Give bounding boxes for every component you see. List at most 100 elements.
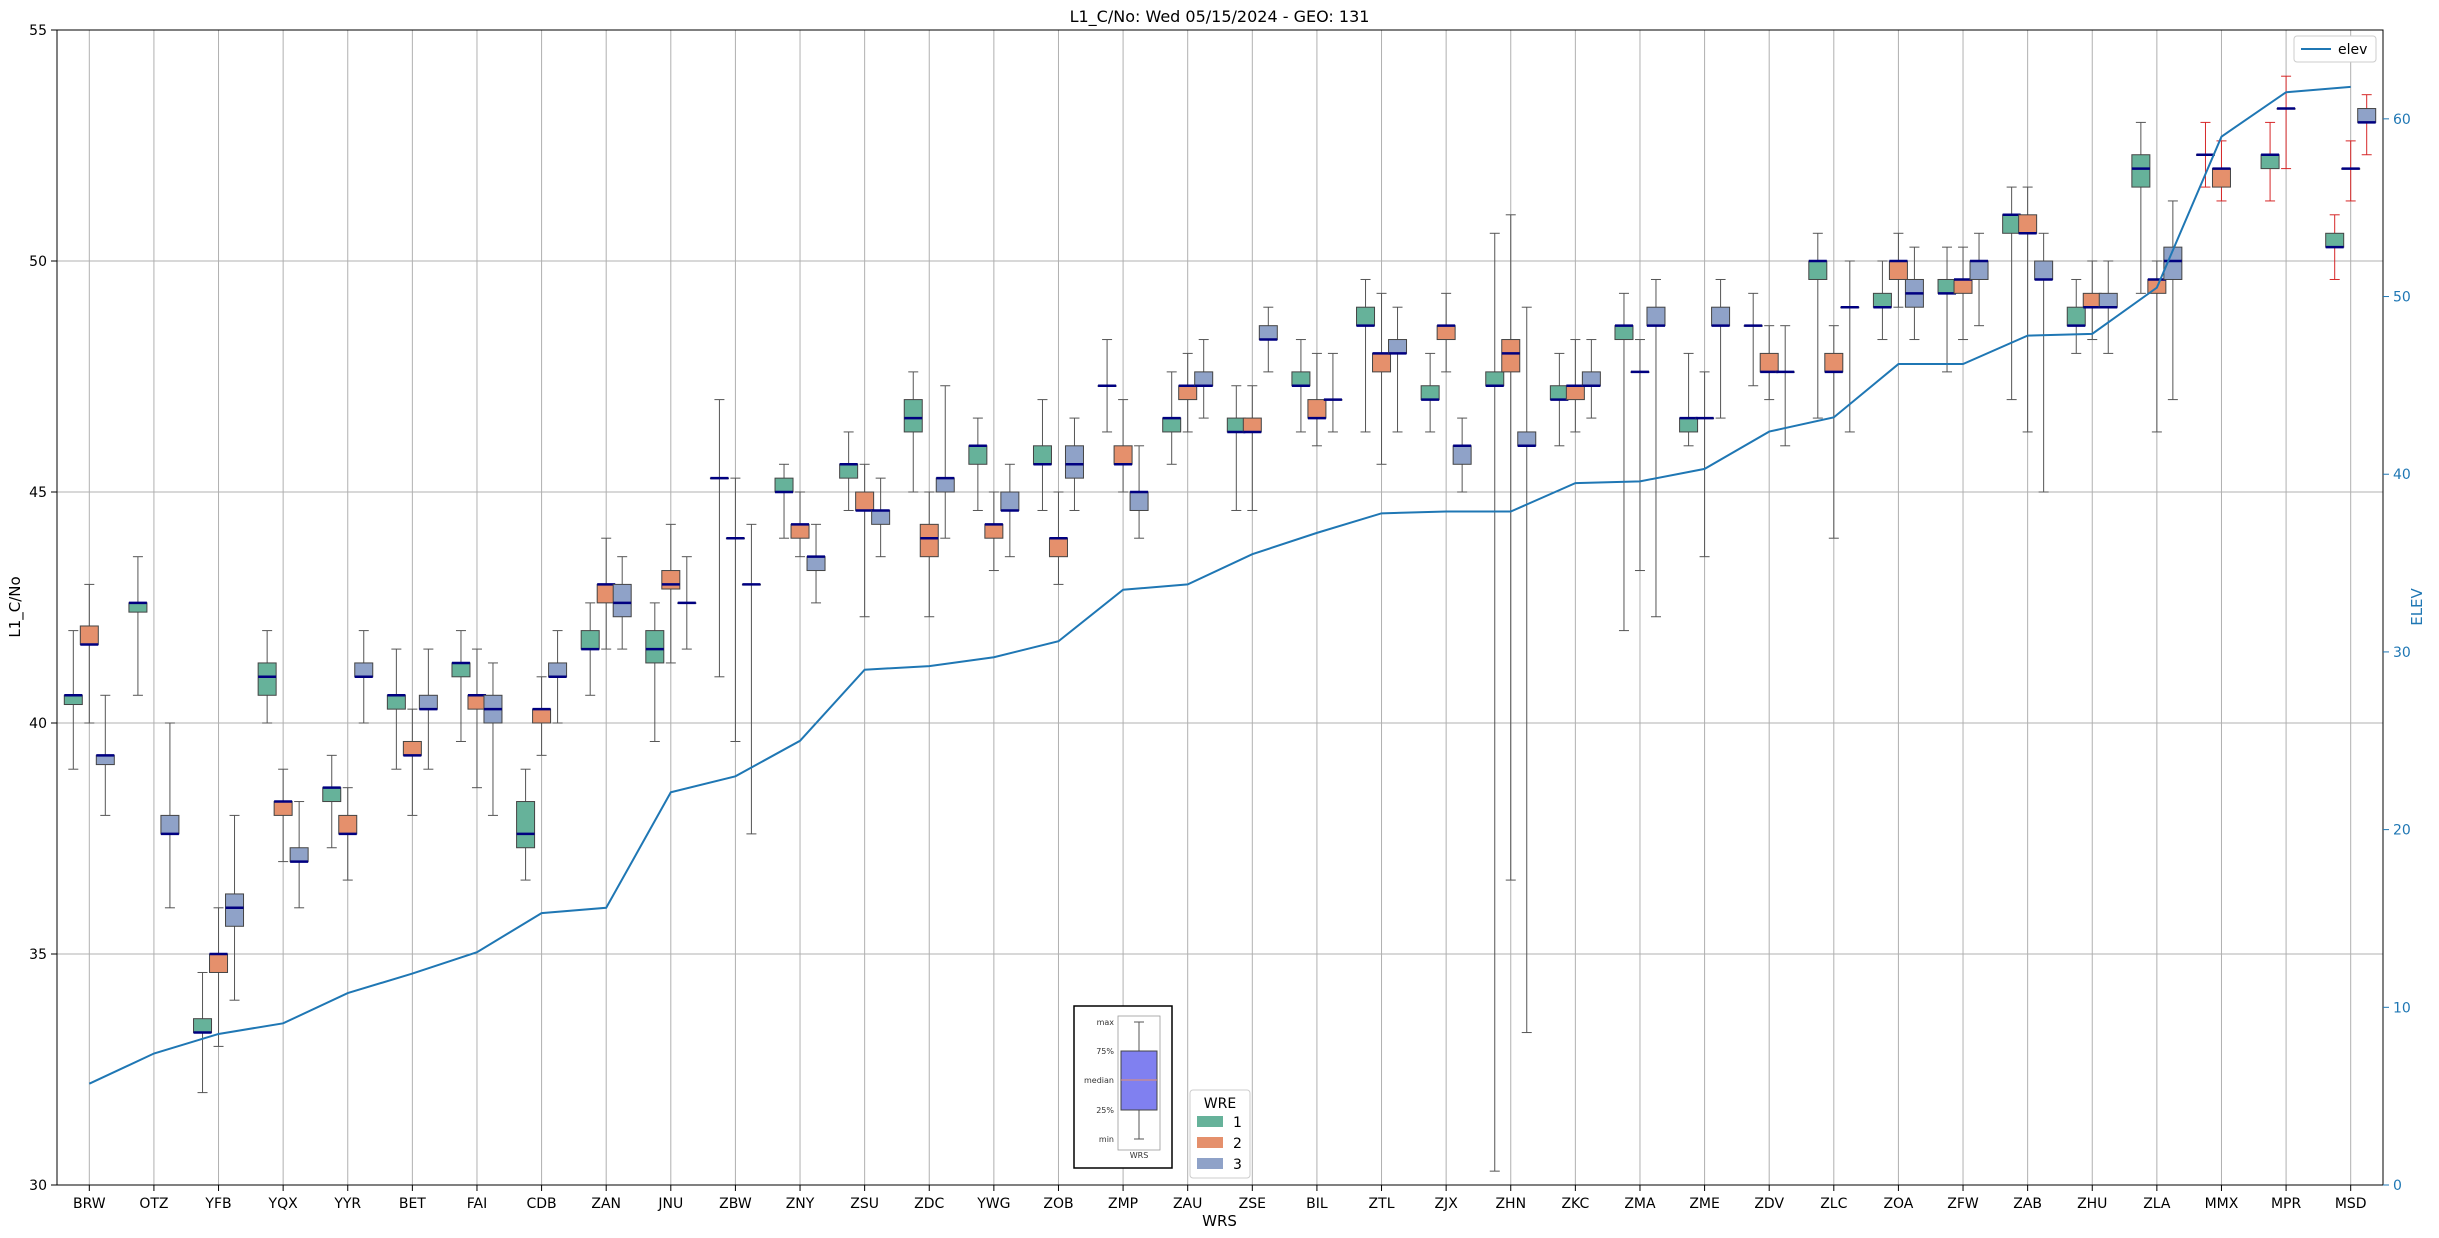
x-tick-label: FAI: [467, 1196, 487, 1212]
y2-tick-label: 10: [2393, 1000, 2411, 1016]
box-wre-2: [1048, 537, 1068, 558]
x-tick-label: ZMP: [1108, 1196, 1138, 1212]
box-wre-1: [1679, 417, 1699, 433]
box-wre-3: [1517, 431, 1537, 447]
x-tick-label: ZFW: [1947, 1196, 1979, 1212]
box-wre-2: [1953, 278, 1973, 294]
box-wre-1: [386, 694, 406, 710]
box-wre-3: [871, 509, 891, 525]
x-tick-label: ZLA: [2143, 1196, 2171, 1212]
x-tick-label: JNU: [657, 1196, 683, 1212]
box-wre-1: [1032, 445, 1052, 465]
box-wre-2: [79, 625, 99, 645]
x-tick-label: ZOA: [1883, 1196, 1913, 1212]
box-series: [63, 75, 2377, 1172]
box-wre-1: [322, 787, 342, 803]
box-wre-2: [2018, 214, 2038, 234]
box-wre-2: [338, 814, 358, 835]
box-wre-2: [273, 801, 293, 816]
box-wre-2: [661, 570, 681, 590]
y2-tick-label: 60: [2393, 112, 2411, 128]
box-wre-3: [1452, 445, 1472, 465]
box-wre-2: [2211, 168, 2231, 188]
box-wre-2: [919, 523, 939, 558]
box-wre-3: [225, 893, 245, 927]
wre-legend-swatch: [1197, 1137, 1223, 1148]
box-wre-2: [1372, 352, 1392, 373]
box-wre-1: [128, 602, 148, 613]
box-wre-1: [2002, 214, 2022, 234]
y-axis-right: 0 10 20 30 40 50 60: [2383, 112, 2411, 1194]
x-tick-label: YWG: [976, 1196, 1010, 1212]
x-tick-label: ZBW: [719, 1196, 752, 1212]
x-tick-label: ZDC: [914, 1196, 944, 1212]
box-wre-2: [209, 953, 229, 973]
wre-legend-swatch: [1197, 1158, 1223, 1169]
elev-legend: elev: [2293, 35, 2377, 63]
box-wre-2: [1501, 339, 1521, 373]
box-wre-1: [968, 445, 988, 465]
x-tick-label: YFB: [204, 1196, 231, 1212]
box-wre-3: [1064, 445, 1084, 479]
box-wre-3: [2357, 108, 2377, 123]
y-tick-label: 45: [29, 485, 47, 501]
box-wre-1: [2260, 154, 2280, 170]
x-tick-label: ZMA: [1624, 1196, 1656, 1212]
box-wre-1: [63, 694, 83, 706]
box-wre-3: [354, 662, 374, 678]
x-axis: BRW OTZ YFB YQX YYR BET FAI CDB ZAN JNU ZBW ZNY ZSU Z…: [73, 1185, 2367, 1212]
x-tick-label: OTZ: [139, 1196, 168, 1212]
box-wre-2: [1113, 445, 1133, 465]
box-wre-1: [2131, 154, 2151, 188]
box-wre-3: [1388, 339, 1408, 354]
wre-legend-label: 2: [1233, 1136, 1242, 1152]
wre-legend: WRE 1 2 3: [1189, 1089, 1251, 1179]
box-wre-1: [1872, 292, 1892, 308]
box-wre-1: [1808, 260, 1828, 280]
box-wre-1: [1614, 325, 1634, 341]
box-wre-3: [1129, 491, 1149, 511]
box-wre-1: [903, 399, 923, 433]
box-wre-1: [774, 477, 794, 493]
y-tick-label: 35: [29, 947, 47, 963]
chart-title: L1_C/No: Wed 05/15/2024 - GEO: 131: [1070, 7, 1370, 27]
x-tick-label: ZDV: [1754, 1196, 1784, 1212]
elev-line: [88, 85, 2351, 1085]
box-wre-1: [1485, 371, 1505, 387]
box-wre-1: [645, 630, 665, 664]
box-wre-3: [2098, 292, 2118, 308]
y-axis-title: L1_C/No: [6, 576, 25, 637]
box-wre-1: [1356, 306, 1376, 327]
wre-legend-frame: [1189, 1089, 1251, 1179]
elev-line-layer: [88, 85, 2351, 1085]
box-wre-3: [1258, 325, 1278, 341]
wre-legend-swatch: [1197, 1116, 1223, 1127]
box-wre-2: [532, 708, 552, 724]
box-wre-2: [1565, 385, 1585, 401]
box-wre-3: [1000, 491, 1020, 511]
box-wre-1: [2325, 232, 2345, 248]
x-tick-label: ZHN: [1495, 1196, 1526, 1212]
x-tick-label: YYR: [333, 1196, 361, 1212]
box-wre-2: [984, 523, 1004, 539]
y2-axis-title: ELEV: [2408, 587, 2426, 625]
key-label: 25%: [1096, 1106, 1114, 1115]
plot-frame: [56, 29, 2384, 1186]
x-tick-label: BRW: [73, 1196, 106, 1212]
x-tick-label: BIL: [1306, 1196, 1328, 1212]
x-tick-label: ZNY: [786, 1196, 815, 1212]
box-wre-3: [612, 583, 632, 618]
box-wre-1: [580, 630, 600, 650]
box-wre-1: [1937, 278, 1957, 294]
box-wre-3: [2163, 246, 2183, 280]
box-wre-3: [418, 694, 438, 710]
wre-legend-label: 3: [1233, 1157, 1242, 1173]
x-tick-label: ZOB: [1043, 1196, 1073, 1212]
box-wre-3: [1581, 371, 1601, 387]
key-xlabel: WRS: [1130, 1151, 1149, 1160]
y-tick-label: 30: [29, 1178, 47, 1194]
y-tick-label: 40: [29, 716, 47, 732]
box-wre-2: [1888, 260, 1908, 280]
box-wre-2: [1307, 399, 1327, 419]
